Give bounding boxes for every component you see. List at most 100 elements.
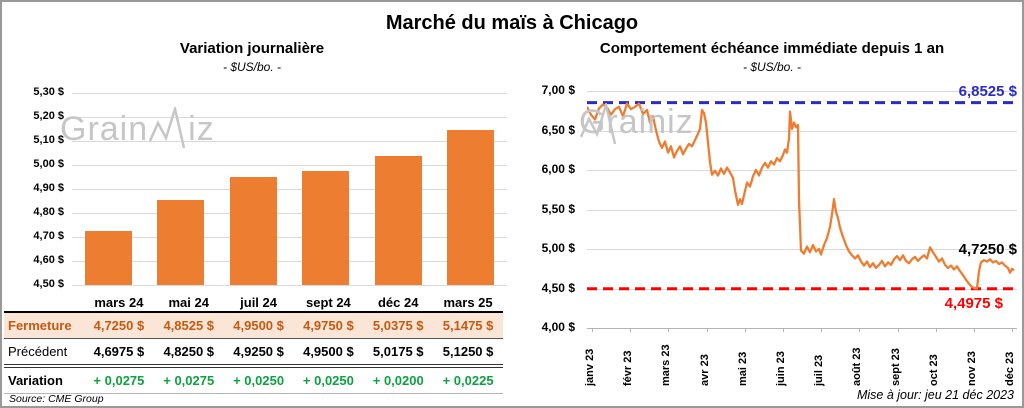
x-axis-tick-label: août 23	[851, 347, 864, 386]
table-cell: 4,9250 $	[223, 338, 294, 368]
x-axis-tick-label: juin 23	[775, 351, 787, 386]
bar	[447, 129, 495, 285]
y-axis-tick-label: 6,50 $	[541, 122, 575, 137]
line-chart-subtitle: - $US/bo. -	[742, 60, 802, 74]
bar-chart-plot: 5,30 $ 5,20 $ 5,10 $ 5,00 $ 4,90 $ 4,80 …	[33, 86, 507, 290]
x-axis-tick-label: déc 23	[1004, 351, 1017, 386]
table-col-header: sept 24	[293, 294, 364, 313]
x-axis-tick-label: sept 23	[889, 348, 902, 386]
table-row-label: Fermeture	[4, 312, 84, 339]
table-cell: 4,7250 $	[84, 312, 154, 339]
y-axis-tick-label: 4,00 $	[541, 320, 575, 334]
y-axis-tick-label: 5,30 $	[33, 86, 64, 98]
table-cell: 4,9500 $	[223, 312, 294, 339]
table-cell: + 0,0250	[223, 366, 294, 394]
x-axis-tick	[935, 328, 937, 332]
table-cell: + 0,0250	[293, 366, 364, 394]
table-cell: 4,8525 $	[153, 312, 224, 339]
x-axis-tick-label: oct 23	[927, 354, 940, 386]
updated-note: Mise à jour: jeu 21 déc 2023	[856, 388, 1014, 402]
table-cell: + 0,0225	[433, 366, 503, 394]
y-axis-tick-label: 6,00 $	[541, 162, 575, 176]
gridline	[587, 130, 1017, 132]
page-title: Marché du maïs à Chicago	[385, 12, 639, 34]
y-axis-tick-label: 4,50 $	[541, 280, 575, 295]
table-col-header: mars 25	[433, 294, 503, 313]
x-axis-tick-label: mai 23	[736, 351, 749, 386]
table-cell: 4,9750 $	[293, 312, 364, 339]
table-col-header: juil 24	[223, 294, 294, 313]
x-axis-tick	[706, 328, 708, 332]
x-axis-tick-label: avr 23	[698, 354, 711, 386]
table-cell: + 0,0275	[153, 366, 224, 394]
gridline	[72, 237, 507, 238]
bar-chart-subtitle: - $US/bo. -	[222, 60, 282, 74]
table-cell: 4,8250 $	[153, 338, 224, 368]
bar	[229, 177, 277, 285]
gridline	[72, 93, 507, 94]
gridline	[72, 285, 507, 286]
last-value-label: 4,7250 $	[958, 240, 1017, 258]
table-cell: 5,1250 $	[433, 338, 503, 368]
x-axis-tick	[783, 328, 784, 332]
gridline	[72, 213, 507, 214]
y-axis-tick-label: 5,00 $	[541, 241, 575, 255]
table-row-label: Variation	[4, 366, 84, 394]
x-axis-tick-label: févr 23	[622, 350, 635, 386]
y-axis-tick-label: 7,00 $	[541, 83, 575, 97]
x-axis-tick	[897, 328, 899, 332]
y-axis-tick-label: 5,20 $	[33, 110, 64, 122]
x-axis-tick	[668, 328, 670, 332]
x-axis-tick	[1012, 328, 1014, 332]
x-axis-tick	[974, 328, 975, 332]
gridline	[587, 91, 1017, 92]
bar	[374, 156, 422, 285]
table-cell: 5,0375 $	[363, 312, 434, 339]
quotes-table: mars 24 mai 24 juil 24 sept 24 déc 24 mars 25…	[4, 294, 503, 394]
source-note: Source: CME Group	[9, 393, 104, 405]
table-cell: + 0,0200	[363, 366, 434, 394]
table-cell: 4,9500 $	[293, 338, 364, 368]
bar-chart-title: Variation journalière	[179, 40, 325, 57]
table-cell: + 0,0275	[84, 366, 154, 394]
line-chart-series	[587, 101, 1017, 291]
table-cell: 5,0175 $	[363, 338, 434, 368]
y-axis-tick-label: 5,00 $	[33, 158, 64, 170]
y-axis-tick-label: 5,10 $	[33, 134, 64, 146]
y-axis-tick-label: 4,70 $	[33, 230, 64, 242]
x-axis-tick-label: mars 23	[660, 344, 673, 386]
gridline	[72, 261, 507, 262]
y-axis-tick-label: 4,80 $	[33, 206, 64, 218]
x-axis-tick	[592, 328, 593, 332]
table-cell: 5,1475 $	[433, 312, 503, 339]
x-axis-tick-label: nov 23	[966, 351, 978, 386]
bar	[157, 200, 205, 285]
table-cell: 4,6975 $	[84, 338, 154, 368]
bar	[302, 171, 350, 285]
line-chart-title: Comportement échéance immédiate depuis 1…	[599, 40, 945, 57]
x-axis-tick	[744, 328, 746, 332]
high-value-label: 6,8525 $	[958, 82, 1017, 100]
x-axis-tick	[859, 328, 861, 332]
y-axis-tick-label: 4,60 $	[33, 254, 64, 266]
table-col-header: déc 24	[363, 294, 434, 313]
gridline	[72, 165, 507, 166]
y-axis-tick-label: 4,90 $	[33, 182, 64, 194]
table-col-header: mai 24	[153, 294, 224, 313]
x-axis-tick-label: juil 23	[813, 354, 826, 386]
gridline	[587, 170, 1017, 171]
low-value-label: 4,4975 $	[944, 294, 1003, 312]
bar-chart-bars	[72, 93, 507, 285]
y-axis-tick-label: 5,50 $	[541, 201, 575, 216]
gridline	[72, 189, 507, 190]
x-axis-tick	[821, 328, 823, 332]
table-col-header	[4, 294, 84, 313]
table-row-label: Précédent	[4, 338, 84, 368]
gridline	[72, 141, 507, 142]
bar	[84, 231, 132, 285]
table-col-header: mars 24	[84, 294, 154, 313]
y-axis-tick-label: 4,50 $	[33, 278, 64, 290]
x-axis-tick	[630, 328, 632, 332]
gridline	[72, 117, 507, 118]
